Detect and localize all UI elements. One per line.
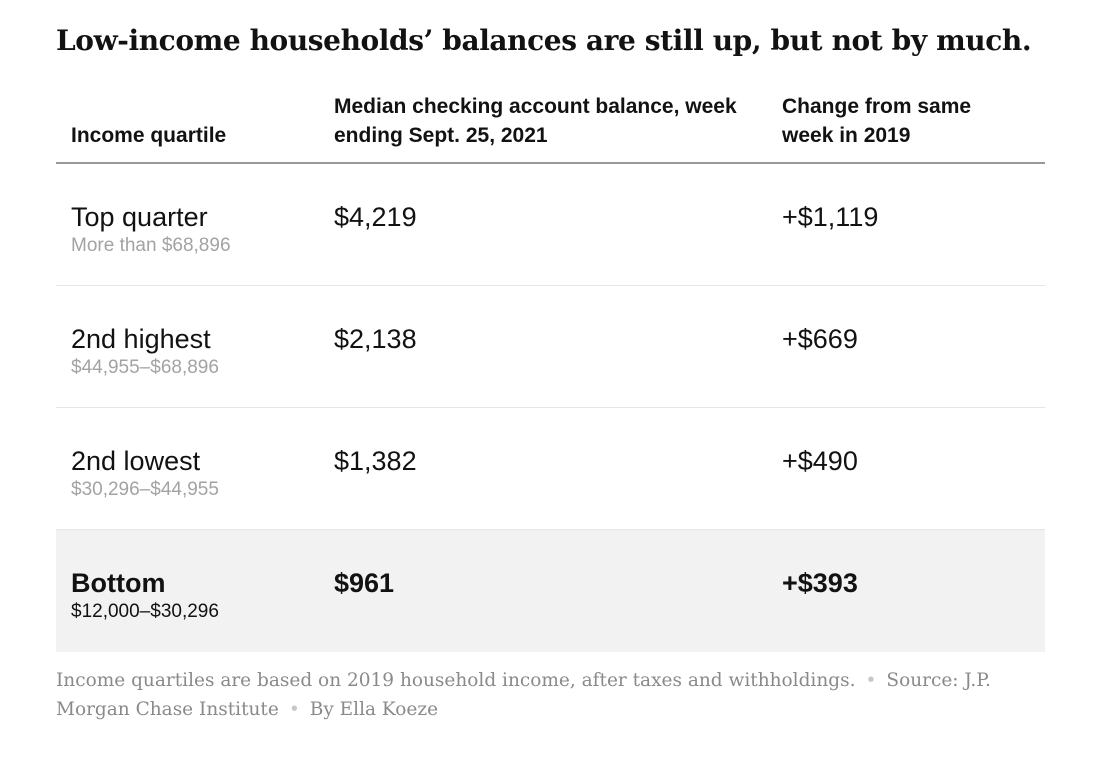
table-row: 2nd lowest $30,296–$44,955 $1,382 +$490 (56, 408, 1045, 530)
table-row: 2nd highest $44,955–$68,896 $2,138 +$669 (56, 286, 1045, 408)
income-range: $12,000–$30,296 (71, 601, 219, 622)
change-value: +$1,119 (782, 202, 879, 232)
column-header-change: Change from same week in 2019 (782, 95, 972, 147)
quartile-label: 2nd highest (71, 324, 211, 354)
change-value: +$669 (782, 324, 858, 354)
chart-title: Low-income households’ balances are stil… (56, 24, 1032, 57)
quartile-label: 2nd lowest (71, 446, 201, 476)
column-header-median-balance: Median checking account balance, week en… (334, 95, 737, 147)
income-range: $30,296–$44,955 (71, 479, 219, 500)
data-table: Income quartile Median checking account … (56, 88, 1045, 652)
byline: By Ella Koeze (309, 699, 439, 720)
balance-value: $961 (334, 568, 395, 598)
change-value: +$393 (782, 568, 858, 598)
separator-dot: • (288, 699, 300, 720)
quartile-label: Top quarter (71, 202, 208, 232)
footnote: Income quartiles are based on 2019 house… (56, 666, 1046, 724)
column-header-income-quartile: Income quartile (71, 124, 227, 147)
balance-value: $2,138 (334, 324, 417, 354)
footnote-text: Income quartiles are based on 2019 house… (56, 670, 856, 691)
balance-value: $1,382 (334, 446, 417, 476)
source-text: Source: J.P. Morgan Chase Institute (56, 670, 991, 720)
income-range: $44,955–$68,896 (71, 357, 219, 378)
balance-value: $4,219 (334, 202, 417, 232)
table-row-highlighted: Bottom $12,000–$30,296 $961 +$393 (56, 530, 1045, 652)
table-row: Top quarter More than $68,896 $4,219 +$1… (56, 164, 1045, 286)
quartile-label: Bottom (71, 568, 166, 598)
separator-dot: • (865, 670, 877, 691)
table-header: Income quartile Median checking account … (56, 88, 1045, 164)
income-range: More than $68,896 (71, 235, 231, 256)
change-value: +$490 (782, 446, 858, 476)
